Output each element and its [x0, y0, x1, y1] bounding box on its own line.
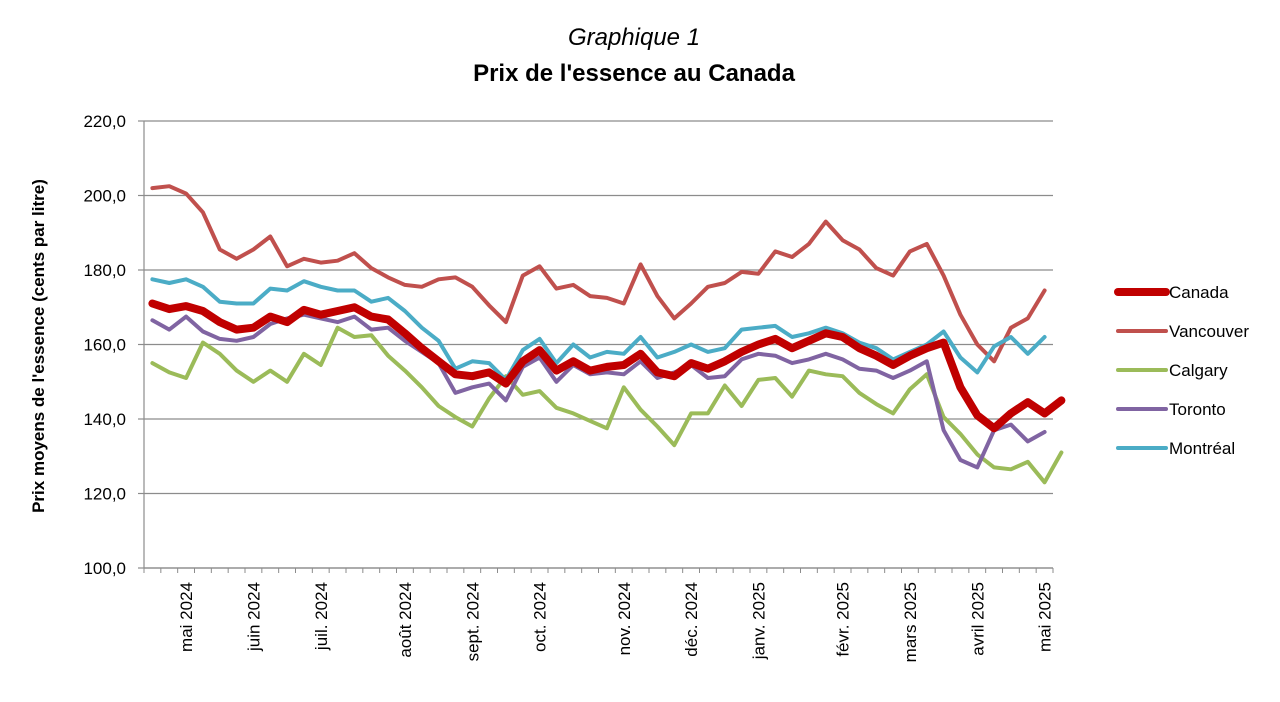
chart-subtitle: Graphique 1 — [568, 24, 700, 51]
legend-label: Canada — [1169, 283, 1229, 302]
x-tick-label: mai 2024 — [177, 582, 196, 652]
chart-title: Prix de l'essence au Canada — [473, 60, 796, 87]
x-tick-label: août 2024 — [396, 582, 415, 658]
series-line-canada — [148, 299, 1066, 433]
y-tick-label: 180,0 — [83, 261, 126, 280]
x-tick-label: juin 2024 — [244, 582, 263, 652]
y-tick-label: 200,0 — [83, 187, 126, 206]
x-tick-label: déc. 2024 — [682, 582, 701, 657]
y-axis-title: Prix moyens de l'essence (cents par litr… — [29, 179, 48, 513]
legend-label: Toronto — [1169, 400, 1226, 419]
legend: Canada Vancouver Calgary Toronto Montréal — [1114, 283, 1249, 458]
y-tick-label: 100,0 — [83, 559, 126, 578]
x-tick-label: mars 2025 — [901, 582, 920, 662]
y-tick-label: 120,0 — [83, 485, 126, 504]
data-series — [148, 184, 1066, 485]
y-tick-label: 140,0 — [83, 410, 126, 429]
y-tick-label: 220,0 — [83, 112, 126, 131]
x-tick-label: oct. 2024 — [531, 582, 550, 652]
gridlines — [144, 120, 1053, 569]
x-tick-label: mai 2025 — [1036, 582, 1055, 652]
legend-label: Montréal — [1169, 439, 1235, 458]
x-tick-label: févr. 2025 — [834, 582, 853, 657]
legend-label: Calgary — [1169, 361, 1228, 380]
series-line-calgary — [150, 325, 1064, 485]
y-tick-label: 160,0 — [83, 336, 126, 355]
series-line-vancouver — [150, 184, 1047, 364]
axes: 100,0 120,0 140,0 160,0 180,0 200,0 220,0 mai 2… — [83, 112, 1054, 662]
x-tick-label: juil. 2024 — [312, 582, 331, 651]
x-tick-label: nov. 2024 — [615, 582, 634, 655]
x-tick-label: janv. 2025 — [749, 582, 768, 660]
x-tick-label: avril 2025 — [968, 582, 987, 656]
series-line-montreal — [150, 277, 1047, 382]
x-tick-label: sept. 2024 — [463, 582, 482, 661]
legend-label: Vancouver — [1169, 322, 1249, 341]
